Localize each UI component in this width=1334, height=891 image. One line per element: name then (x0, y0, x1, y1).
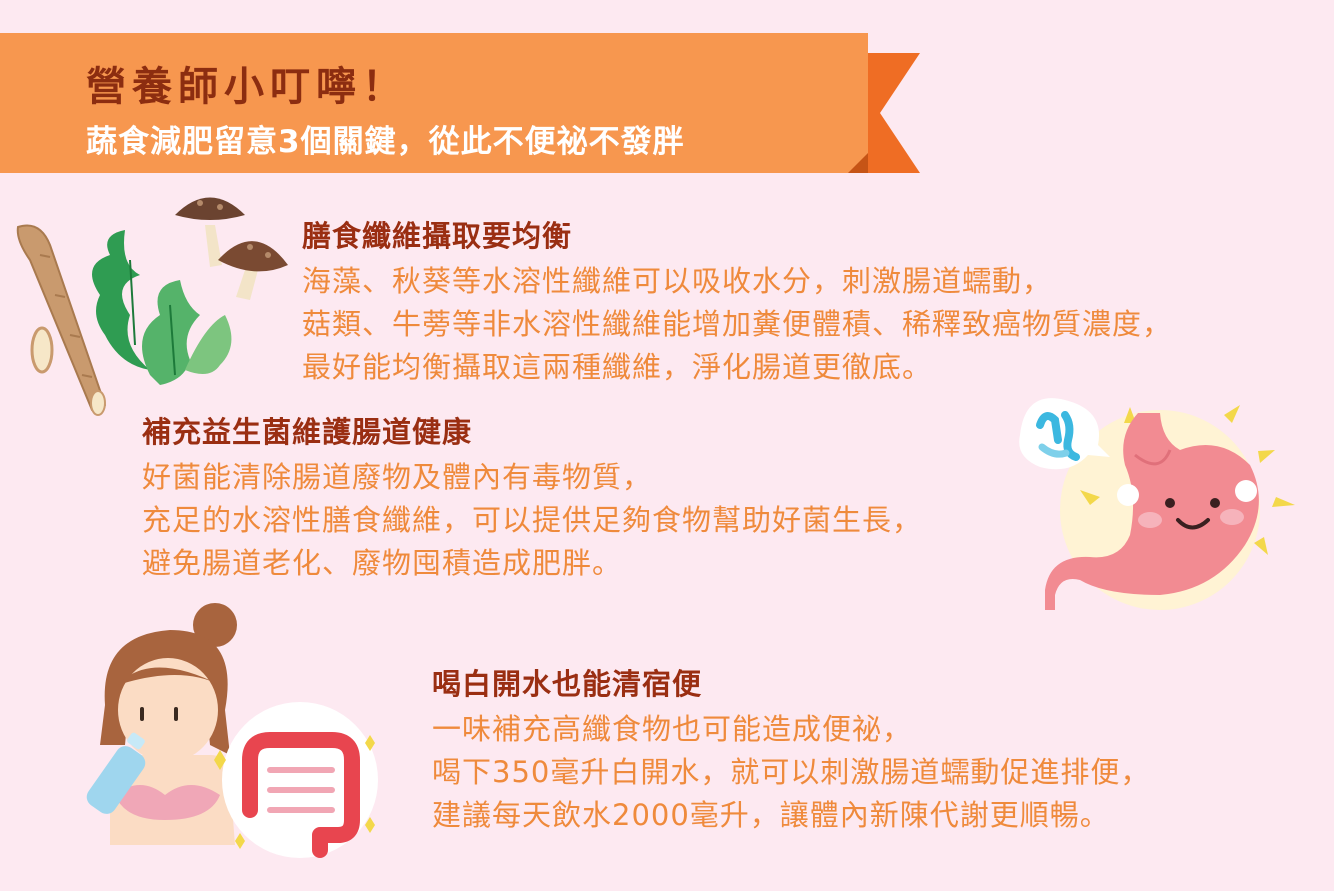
section-title: 補充益生菌維護腸道健康 (142, 415, 473, 449)
section-line: 一味補充高纖食物也可能造成便祕， (432, 712, 913, 746)
section-title: 膳食纖維攝取要均衡 (302, 219, 573, 253)
banner-ribbon (0, 33, 920, 173)
woman-drinking-illustration (86, 603, 378, 858)
section-line: 最好能均衡攝取這兩種纖維，淨化腸道更徹底。 (302, 350, 933, 384)
water-bottle-icon (86, 732, 146, 814)
section-water: 喝白開水也能清宿便 一味補充高纖食物也可能造成便祕， 喝下350毫升白開水，就可… (432, 666, 1150, 837)
bacteria-icon (1019, 398, 1110, 470)
vegetables-illustration (16, 197, 288, 416)
woman-drinking-icon (100, 603, 237, 845)
stomach-illustration (1019, 398, 1295, 610)
seaweed-icon (92, 230, 232, 385)
stomach-icon (1045, 413, 1259, 610)
section-line: 喝下350毫升白開水，就可以刺激腸道蠕動促進排便， (432, 755, 1151, 789)
intestine-icon (242, 732, 360, 858)
section-line: 好菌能清除腸道廢物及體內有毒物質， (142, 460, 653, 494)
banner-title: 營養師小叮嚀！ (86, 64, 408, 110)
section-line: 菇類、牛蒡等非水溶性纖維能增加糞便體積、稀釋致癌物質濃度， (302, 307, 1173, 341)
header-banner (0, 33, 920, 173)
section-line: 充足的水溶性膳食纖維，可以提供足夠食物幫助好菌生長， (142, 503, 923, 537)
section-line: 避免腸道老化、廢物囤積造成肥胖。 (142, 546, 623, 580)
mushroom-icon (175, 197, 288, 300)
section-line: 海藻、秋葵等水溶性纖維可以吸收水分，刺激腸道蠕動， (302, 264, 1053, 298)
section-title: 喝白開水也能清宿便 (432, 667, 703, 701)
section-line: 建議每天飲水2000毫升，讓體內新陳代謝更順暢。 (432, 798, 1110, 832)
banner-subtitle: 蔬食減肥留意3個關鍵，從此不便祕不發胖 (86, 124, 685, 160)
burdock-icon (16, 224, 107, 416)
section-fiber: 膳食纖維攝取要均衡 海藻、秋葵等水溶性纖維可以吸收水分，刺激腸道蠕動， 菇類、牛… (302, 218, 1172, 389)
section-probiotics: 補充益生菌維護腸道健康 好菌能清除腸道廢物及體內有毒物質， 充足的水溶性膳食纖維… (142, 414, 922, 585)
